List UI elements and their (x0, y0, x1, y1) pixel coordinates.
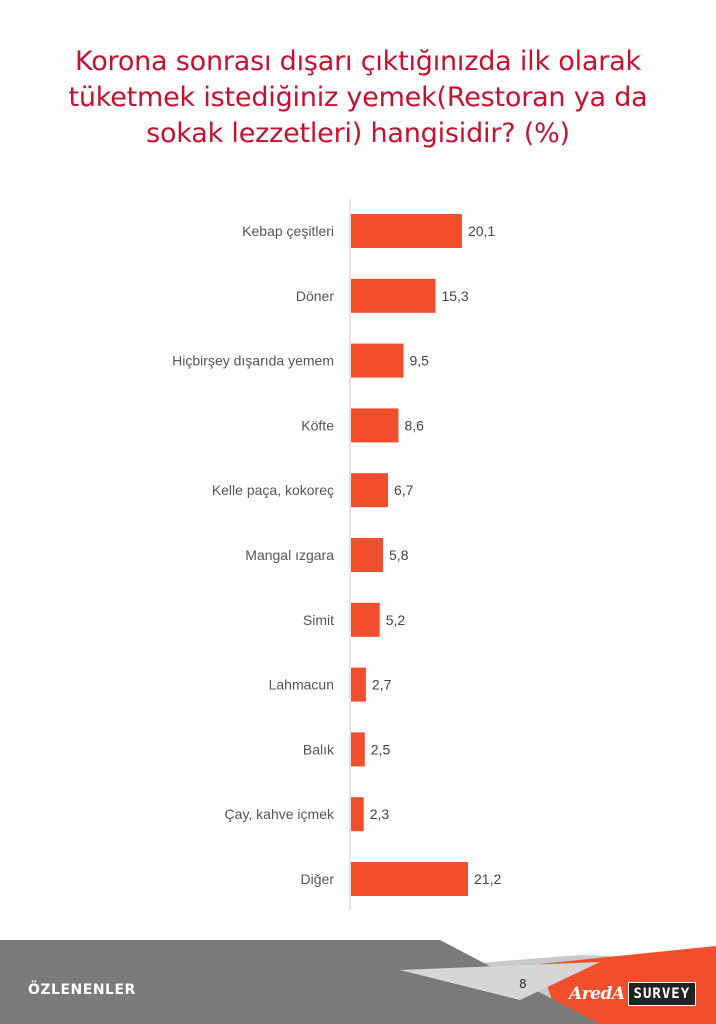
data-label: 2,7 (372, 677, 392, 693)
bar (351, 538, 384, 572)
category-label: Döner (296, 288, 334, 304)
category-label: Kelle paça, kokoreç (212, 482, 334, 498)
bar (351, 278, 436, 313)
logo: AredA SURVEY (566, 982, 697, 1006)
logo-brand: AredA (569, 984, 625, 1004)
bar (351, 862, 469, 896)
bar (351, 408, 399, 443)
bar (351, 667, 366, 702)
bar (351, 214, 462, 248)
category-label: Çay, kahve içmek (225, 806, 335, 822)
data-label: 15,3 (441, 288, 468, 304)
bar (351, 732, 365, 767)
logo-survey: SURVEY (627, 982, 697, 1006)
category-label: Balık (303, 741, 335, 757)
category-label: Hiçbirşey dışarıda yemem (172, 353, 334, 369)
bar (351, 343, 404, 378)
category-label: Kebap çeşitleri (242, 223, 334, 239)
category-label: Lahmacun (269, 677, 334, 693)
data-label: 9,5 (409, 353, 429, 369)
data-label: 8,6 (404, 417, 424, 433)
bar-chart: Kebap çeşitleri 20,1 Döner 15,3 Hiçbirşey dı… (172, 199, 501, 910)
bar (351, 473, 388, 508)
page-number: 8 (519, 977, 527, 991)
data-label: 2,3 (370, 806, 390, 822)
data-label: 2,5 (371, 741, 391, 757)
data-label: 5,2 (386, 612, 406, 628)
category-label: Simit (303, 612, 334, 628)
section-label: ÖZLENENLER (28, 982, 136, 998)
data-label: 5,8 (389, 547, 409, 563)
category-label: Köfte (301, 417, 334, 433)
bar (351, 602, 380, 637)
category-label: Diğer (301, 871, 335, 887)
category-label: Mangal ızgara (245, 547, 334, 563)
chart-title: Korona sonrası dışarı çıktığınızda ilk o… (68, 46, 648, 149)
footer-dark-shape (0, 940, 600, 1024)
data-label: 20,1 (468, 223, 495, 239)
bar (351, 797, 364, 832)
footer-light-wedge (400, 962, 600, 1000)
data-label: 21,2 (474, 871, 501, 887)
data-label: 6,7 (394, 482, 414, 498)
